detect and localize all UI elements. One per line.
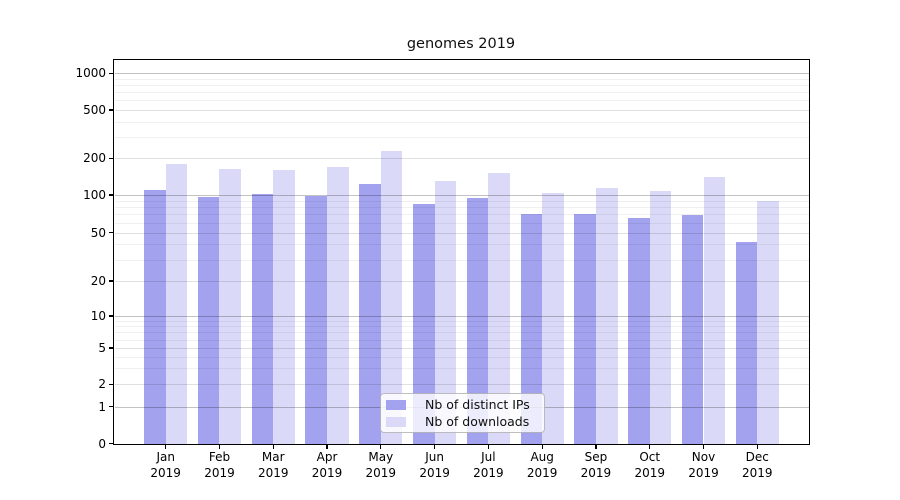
legend: Nb of distinct IPs Nb of downloads bbox=[380, 393, 545, 433]
bar-distinct-ips bbox=[197, 197, 220, 444]
bar-distinct-ips bbox=[144, 189, 166, 444]
bar-downloads bbox=[219, 169, 242, 444]
bar-downloads bbox=[757, 200, 779, 444]
bar-distinct-ips bbox=[413, 204, 435, 444]
bar-downloads bbox=[649, 191, 672, 444]
bar-distinct-ips bbox=[305, 195, 328, 444]
legend-swatch-downloads bbox=[386, 416, 406, 427]
bar-downloads bbox=[434, 181, 457, 444]
legend-swatch-distinct-ips bbox=[386, 399, 406, 410]
bar-downloads bbox=[488, 173, 510, 444]
bar-downloads bbox=[327, 166, 349, 444]
bar-distinct-ips bbox=[251, 194, 274, 444]
legend-item-distinct-ips: Nb of distinct IPs bbox=[386, 396, 539, 413]
bar-distinct-ips bbox=[628, 218, 650, 444]
bar-downloads bbox=[703, 177, 726, 444]
bar-downloads bbox=[165, 164, 188, 444]
chart-title: genomes 2019 bbox=[406, 36, 516, 52]
bar-downloads bbox=[273, 170, 295, 444]
bar-distinct-ips bbox=[735, 241, 758, 444]
bar-distinct-ips bbox=[574, 214, 596, 444]
bar-downloads bbox=[542, 193, 564, 444]
legend-label-downloads: Nb of downloads bbox=[425, 414, 530, 429]
bar-distinct-ips bbox=[466, 198, 489, 444]
legend-label-distinct-ips: Nb of distinct IPs bbox=[425, 397, 530, 412]
bar-downloads bbox=[595, 187, 618, 444]
bar-distinct-ips bbox=[520, 214, 543, 444]
legend-item-downloads: Nb of downloads bbox=[386, 413, 539, 430]
bar-downloads bbox=[380, 150, 403, 444]
bar-distinct-ips bbox=[359, 184, 381, 444]
bar-distinct-ips bbox=[681, 215, 704, 444]
